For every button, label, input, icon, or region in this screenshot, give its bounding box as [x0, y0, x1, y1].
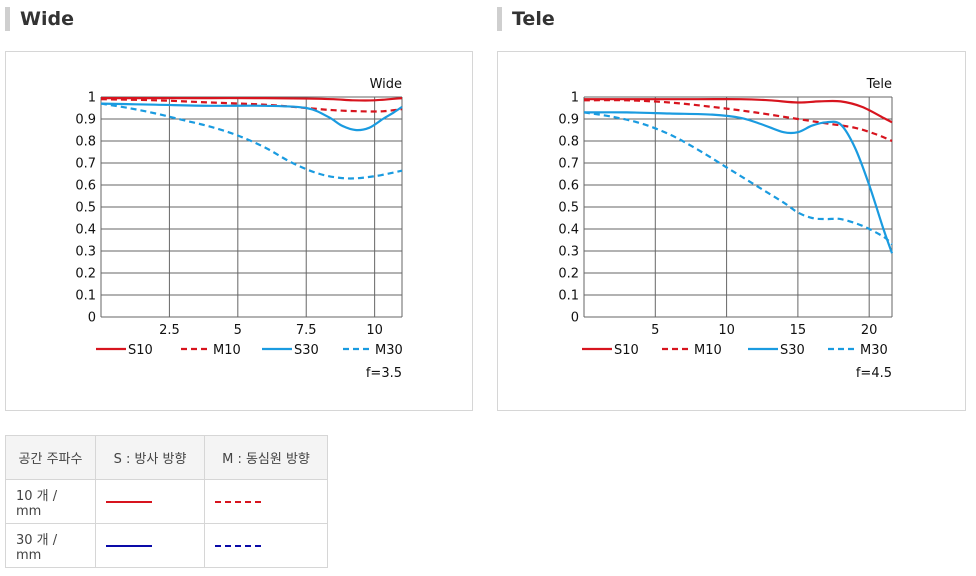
header-frequency: 공간 주파수	[5, 435, 96, 480]
legend-label-m30: M30	[860, 343, 888, 358]
series-line-s10	[100, 96, 403, 102]
x-tick-label: 20	[861, 323, 878, 338]
y-tick-label: 0.8	[75, 135, 96, 150]
y-tick-label: 0.1	[558, 289, 579, 304]
table-row: 10 개 / mm	[5, 479, 328, 524]
x-tick-label: 5	[651, 323, 659, 338]
wide-mtf-chart: 0 0.1 0.2 0.3 0.4 0.5 0.6 0.7 0.8 0.9 1 2.5 5 7.5 10 Wi…	[75, 77, 403, 381]
y-tick-label: 0.3	[558, 245, 579, 260]
solid-blue-line-sample	[106, 544, 152, 547]
y-tick-label: 1	[88, 91, 96, 106]
y-tick-label: 0.7	[558, 157, 579, 172]
aperture-note: f=4.5	[856, 366, 892, 381]
series-line-m30	[583, 111, 893, 246]
heading-bar	[497, 7, 502, 31]
x-tick-label: 7.5	[296, 323, 317, 338]
y-tick-label: 1	[571, 91, 579, 106]
header-meridional: M : 동심원 방향	[204, 435, 328, 480]
x-tick-label: 5	[234, 323, 242, 338]
y-tick-label: 0.6	[558, 179, 579, 194]
legend-table-header-row: 공간 주파수 S : 방사 방향 M : 동심원 방향	[5, 435, 328, 480]
y-tick-label: 0.7	[75, 157, 96, 172]
series-line-s30	[100, 102, 403, 132]
legend-label-s30: S30	[294, 343, 319, 358]
y-tick-label: 0.3	[75, 245, 96, 260]
dashed-blue-line-sample	[215, 544, 261, 547]
solid-red-line-sample	[106, 500, 152, 503]
x-tick-label: 10	[718, 323, 735, 338]
tele-mtf-chart: 00.10.20.30.40.50.60.70.80.915 10 15 20Tele…	[558, 77, 894, 381]
series-line-m30	[100, 102, 403, 180]
y-tick-label: 0.1	[75, 289, 96, 304]
wide-heading-text: Wide	[20, 8, 74, 30]
y-tick-label: 0.5	[75, 201, 96, 216]
legend-label-m10: M10	[213, 343, 241, 358]
tele-heading: Tele	[497, 6, 555, 32]
aperture-note: f=3.5	[366, 366, 402, 381]
series-line-s10	[584, 98, 893, 124]
legend-table: 공간 주파수 S : 방사 방향 M : 동심원 방향 10 개 / mm 30…	[5, 435, 328, 568]
y-tick-label: 0.6	[75, 179, 96, 194]
tele-chart-panel: 0 0.1 0.2 0.3 0.4 0.5 0.6 0.7 0.8 0.9 1 5 10 15 20 Tele…	[497, 51, 966, 411]
y-tick-label: 0.2	[558, 267, 579, 282]
y-tick-label: 0.4	[75, 223, 96, 238]
y-tick-label: 0.5	[558, 201, 579, 216]
y-tick-label: 0.4	[558, 223, 579, 238]
x-tick-label: 2.5	[159, 323, 180, 338]
sample-cell	[95, 523, 205, 568]
table-row: 30 개 / mm	[5, 523, 328, 568]
y-tick-label: 0	[571, 311, 579, 326]
legend-label-m30: M30	[375, 343, 403, 358]
heading-bar	[5, 7, 10, 31]
x-tick-label: 15	[790, 323, 807, 338]
tele-heading-text: Tele	[512, 8, 555, 30]
legend-label-s30: S30	[780, 343, 805, 358]
chart-title: Tele	[866, 77, 892, 92]
row-label-30: 30 개 / mm	[5, 523, 96, 568]
y-tick-label: 0	[88, 311, 96, 326]
legend-label-s10: S10	[614, 343, 639, 358]
wide-heading: Wide	[5, 6, 74, 32]
y-tick-label: 0.9	[558, 113, 579, 128]
wide-chart-panel: 0 0.1 0.2 0.3 0.4 0.5 0.6 0.7 0.8 0.9 1 2.5 5 7.5 10 Wi…	[5, 51, 473, 411]
series-line-s30	[583, 111, 894, 254]
sample-cell	[204, 523, 328, 568]
y-tick-label: 0.8	[558, 135, 579, 150]
legend-label-s10: S10	[128, 343, 153, 358]
y-tick-label: 0.9	[75, 113, 96, 128]
row-label-10: 10 개 / mm	[5, 479, 96, 524]
series-line-m10	[583, 99, 893, 143]
sample-cell	[204, 479, 328, 524]
y-tick-label: 0.2	[75, 267, 96, 282]
legend-label-m10: M10	[694, 343, 722, 358]
header-sagittal: S : 방사 방향	[95, 435, 205, 480]
dashed-red-line-sample	[215, 500, 261, 503]
sample-cell	[95, 479, 205, 524]
x-tick-label: 10	[366, 323, 383, 338]
chart-title: Wide	[370, 77, 402, 92]
